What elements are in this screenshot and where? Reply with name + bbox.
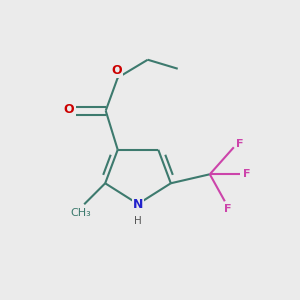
Text: F: F [243,169,250,179]
Text: O: O [111,64,122,77]
Text: N: N [133,197,143,211]
Text: F: F [236,139,244,149]
Text: F: F [224,204,232,214]
Text: H: H [134,215,142,226]
Text: CH₃: CH₃ [71,208,92,218]
Text: O: O [63,103,74,116]
